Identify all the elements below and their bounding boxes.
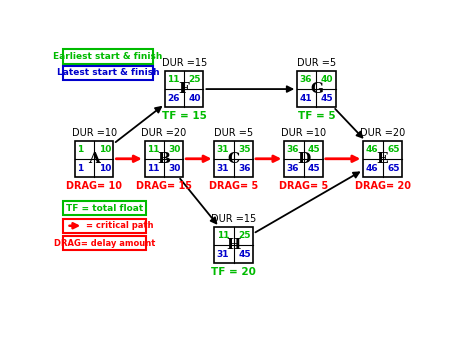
Text: DUR =5: DUR =5 xyxy=(297,58,336,68)
Bar xyxy=(363,141,402,176)
Bar xyxy=(165,71,203,107)
Text: 10: 10 xyxy=(99,145,111,154)
Text: DRAG= 5: DRAG= 5 xyxy=(209,181,258,191)
Text: 45: 45 xyxy=(308,164,320,173)
Text: DUR =10: DUR =10 xyxy=(72,128,117,138)
Text: DRAG= 15: DRAG= 15 xyxy=(136,181,192,191)
Bar xyxy=(63,49,153,64)
Text: 31: 31 xyxy=(217,145,229,154)
Text: Earliest start & finish: Earliest start & finish xyxy=(53,52,163,61)
Text: 36: 36 xyxy=(238,164,251,173)
Text: 41: 41 xyxy=(299,94,312,103)
Text: TF = 20: TF = 20 xyxy=(211,267,256,277)
Text: 11: 11 xyxy=(217,231,229,240)
Text: DRAG= 20: DRAG= 20 xyxy=(355,181,410,191)
Text: DUR =5: DUR =5 xyxy=(214,128,253,138)
Text: 11: 11 xyxy=(147,164,159,173)
Text: 65: 65 xyxy=(387,145,400,154)
Text: DUR =20: DUR =20 xyxy=(360,128,405,138)
Text: TF = total float: TF = total float xyxy=(65,204,143,213)
Text: 46: 46 xyxy=(365,145,378,154)
Text: 35: 35 xyxy=(238,145,251,154)
Bar xyxy=(63,66,153,80)
Bar xyxy=(145,141,183,176)
Text: 45: 45 xyxy=(308,145,320,154)
Text: H: H xyxy=(227,238,241,252)
Bar xyxy=(75,141,113,176)
Bar xyxy=(63,236,146,250)
Text: 11: 11 xyxy=(167,75,180,84)
Text: TF = 15: TF = 15 xyxy=(162,111,207,121)
Text: 1: 1 xyxy=(77,145,83,154)
Text: 45: 45 xyxy=(238,250,251,259)
Text: 36: 36 xyxy=(299,75,312,84)
Text: A: A xyxy=(88,152,100,166)
Text: DUR =10: DUR =10 xyxy=(281,128,326,138)
Text: G: G xyxy=(310,82,323,96)
Text: D: D xyxy=(297,152,310,166)
Text: DRAG= 10: DRAG= 10 xyxy=(66,181,122,191)
Text: 46: 46 xyxy=(365,164,378,173)
Text: B: B xyxy=(157,152,171,166)
Bar xyxy=(214,227,253,263)
Text: F: F xyxy=(179,82,190,96)
Bar xyxy=(63,219,146,233)
Text: 40: 40 xyxy=(321,75,334,84)
Text: Latest start & finish: Latest start & finish xyxy=(56,69,159,77)
Bar xyxy=(284,141,323,176)
Text: 30: 30 xyxy=(169,164,181,173)
Text: 40: 40 xyxy=(189,94,201,103)
Text: 25: 25 xyxy=(238,231,251,240)
Text: C: C xyxy=(228,152,240,166)
Text: DRAG= 5: DRAG= 5 xyxy=(279,181,328,191)
Text: 65: 65 xyxy=(387,164,400,173)
Bar xyxy=(63,201,146,215)
Text: 30: 30 xyxy=(169,145,181,154)
Text: TF = 5: TF = 5 xyxy=(298,111,335,121)
Text: 45: 45 xyxy=(321,94,334,103)
Text: 36: 36 xyxy=(286,145,299,154)
Bar xyxy=(297,71,336,107)
Text: 26: 26 xyxy=(167,94,180,103)
Text: DUR =15: DUR =15 xyxy=(211,214,256,224)
Text: = critical path: = critical path xyxy=(86,221,154,230)
Text: 1: 1 xyxy=(77,164,83,173)
Text: DUR =20: DUR =20 xyxy=(141,128,187,138)
Text: 25: 25 xyxy=(189,75,201,84)
Text: 36: 36 xyxy=(286,164,299,173)
Text: DUR =15: DUR =15 xyxy=(162,58,207,68)
Text: DRAG= delay amount: DRAG= delay amount xyxy=(54,239,155,248)
Text: 11: 11 xyxy=(147,145,159,154)
Text: 31: 31 xyxy=(217,250,229,259)
Text: E: E xyxy=(377,152,388,166)
Bar xyxy=(214,141,253,176)
Text: 10: 10 xyxy=(99,164,111,173)
Text: 31: 31 xyxy=(217,164,229,173)
